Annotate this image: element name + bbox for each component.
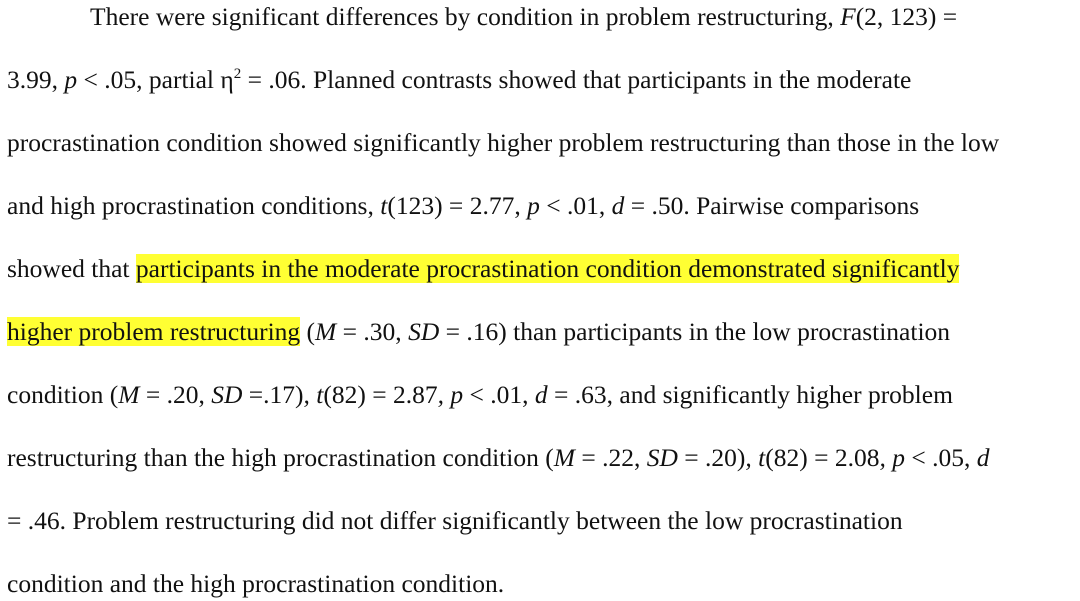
text-run: and high procrastination conditions, bbox=[7, 191, 381, 220]
highlighted-text[interactable]: participants in the moderate procrastina… bbox=[135, 254, 960, 283]
text-run: = .22, bbox=[574, 443, 647, 472]
text-run: < .05, bbox=[904, 443, 977, 472]
text-run: (123) = 2.77, bbox=[387, 191, 528, 220]
text-line-4: and high procrastination conditions, t(1… bbox=[7, 191, 919, 221]
text-line-10: condition and the high procrastination c… bbox=[7, 569, 504, 599]
text-run: = .06. Planned contrasts showed that par… bbox=[241, 65, 912, 94]
text-run: ( bbox=[300, 317, 316, 346]
text-line-2: 3.99, p < .05, partial η2 = .06. Planned… bbox=[7, 65, 911, 95]
text-run: < .01, bbox=[463, 380, 535, 409]
stat-symbol-SD: SD bbox=[211, 380, 243, 409]
stat-symbol-p: p bbox=[64, 65, 78, 94]
text-run: procrastination condition showed signifi… bbox=[7, 128, 1000, 157]
text-run: , bbox=[303, 380, 317, 409]
text-run: , bbox=[879, 443, 893, 472]
text-run: There were significant differences by co… bbox=[90, 2, 841, 31]
stat-symbol-t: t bbox=[316, 380, 324, 409]
text-run: condition ( bbox=[7, 380, 119, 409]
text-line-6: higher problem restructuring (M = .30, S… bbox=[7, 317, 950, 347]
stat-symbol-M: M bbox=[315, 317, 337, 346]
stat-symbol-F: F bbox=[840, 2, 856, 31]
stat-symbol-t: t bbox=[380, 191, 388, 220]
text-run: showed that bbox=[7, 254, 136, 283]
text-run: = .20) bbox=[677, 443, 746, 472]
stat-symbol-M: M bbox=[553, 443, 575, 472]
text-line-7: condition (M = .20, SD =.17), t(82) = 2.… bbox=[7, 380, 953, 410]
text-run: (2, 123) = bbox=[855, 2, 958, 31]
text-line-9: = .46. Problem restructuring did not dif… bbox=[7, 506, 903, 536]
text-run: (82) = 2.87 bbox=[323, 380, 438, 409]
text-run: = .20, bbox=[139, 380, 212, 409]
text-line-5: showed that participants in the moderate… bbox=[7, 254, 960, 284]
stat-symbol-SD: SD bbox=[646, 443, 678, 472]
stat-symbol-p: p bbox=[892, 443, 905, 472]
text-run: = .16) than participants in the low proc… bbox=[439, 317, 951, 346]
text-run: = .63, and significantly higher problem bbox=[547, 380, 953, 409]
text-line-1: There were significant differences by co… bbox=[90, 2, 957, 32]
text-run: (82) = 2.08 bbox=[765, 443, 880, 472]
stat-symbol-d: d bbox=[534, 380, 548, 409]
text-line-8: restructuring than the high procrastinat… bbox=[7, 443, 990, 473]
text-run: =.17) bbox=[242, 380, 304, 409]
stat-symbol-p: p bbox=[527, 191, 540, 220]
stat-symbol-d: d bbox=[611, 191, 625, 220]
text-run: 3.99, bbox=[7, 65, 65, 94]
text-line-3: procrastination condition showed signifi… bbox=[7, 128, 999, 158]
stat-symbol-t: t bbox=[758, 443, 766, 472]
highlighted-text[interactable]: higher problem restructuring bbox=[7, 317, 301, 346]
superscript: 2 bbox=[233, 66, 242, 82]
stat-symbol-M: M bbox=[118, 380, 140, 409]
stat-symbol-p: p bbox=[450, 380, 464, 409]
text-run: restructuring than the high procrastinat… bbox=[7, 443, 554, 472]
text-run: = .30, bbox=[336, 317, 409, 346]
text-run: , bbox=[437, 380, 451, 409]
text-run: = .50. Pairwise comparisons bbox=[624, 191, 920, 220]
text-run: = .46. Problem restructuring did not dif… bbox=[7, 506, 903, 535]
text-run: < .01, bbox=[539, 191, 612, 220]
text-run: , bbox=[745, 443, 759, 472]
stat-symbol-d: d bbox=[976, 443, 990, 472]
text-run: < .05, partial η bbox=[77, 65, 234, 94]
text-run: condition and the high procrastination c… bbox=[7, 569, 505, 598]
stat-symbol-SD: SD bbox=[408, 317, 440, 346]
